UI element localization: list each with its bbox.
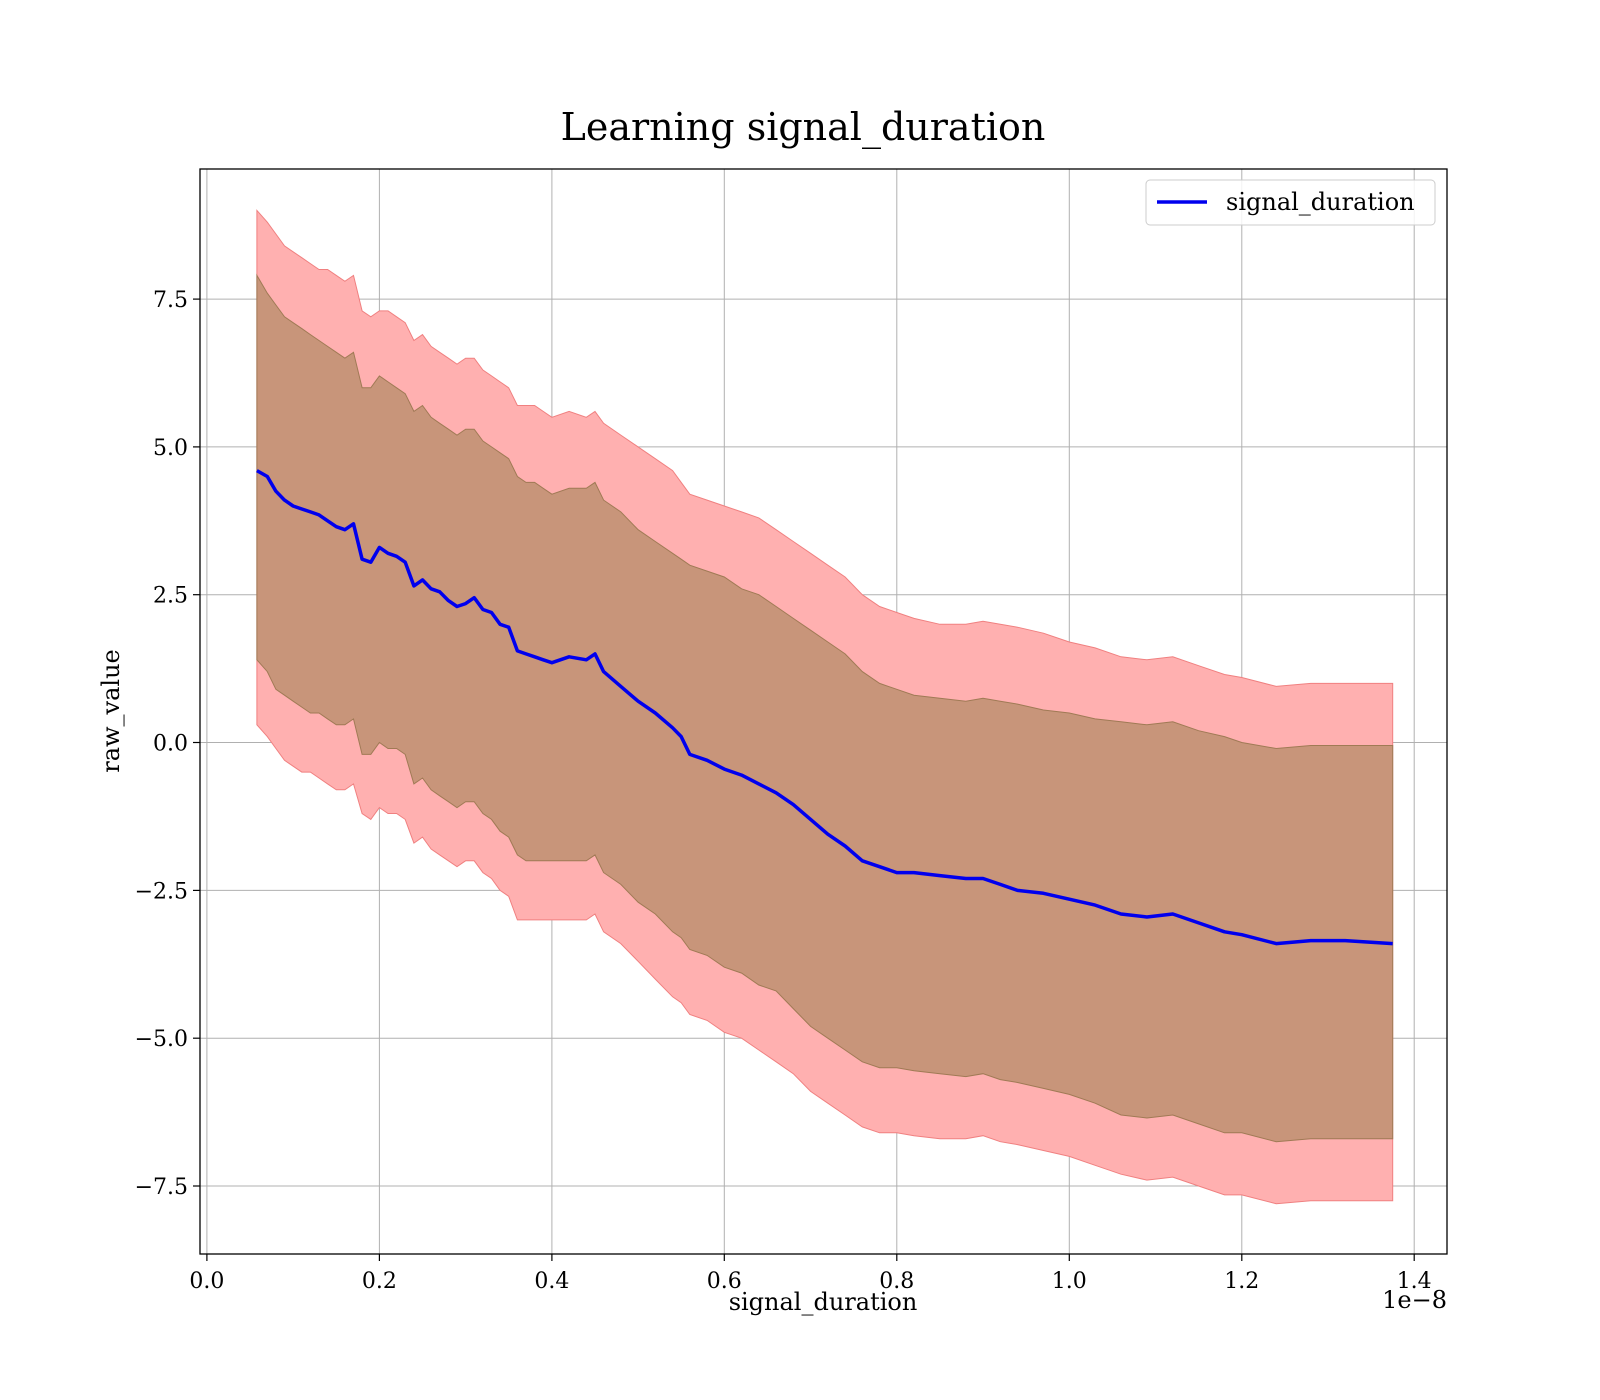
legend-label-signal-duration: signal_duration <box>1226 188 1415 216</box>
x-tick-label: 0.8 <box>879 1269 914 1294</box>
x-tick-label: 1.4 <box>1397 1269 1432 1294</box>
plot-frame <box>199 168 1448 1255</box>
y-tick-label: 2.5 <box>153 584 188 609</box>
y-tick-label: −7.5 <box>135 1175 188 1200</box>
y-tick-label: 7.5 <box>153 288 188 313</box>
x-axis-ticks: 0.0 0.2 0.4 0.6 0.8 1.0 1.2 1.4 <box>189 1254 1432 1294</box>
series-lines <box>256 469 1393 946</box>
legend-box <box>1145 179 1436 226</box>
y-axis-ticks: −7.5 −5.0 −2.5 0.0 2.5 5.0 7.5 <box>135 288 200 1200</box>
chart-title: Learning signal_duration <box>561 105 1046 150</box>
legend: signal_duration <box>1145 179 1436 226</box>
x-tick-label: 1.0 <box>1052 1269 1087 1294</box>
series-line-signal-duration <box>256 469 1393 946</box>
y-tick-label: 0.0 <box>153 732 188 757</box>
band-inner <box>256 273 1394 1143</box>
x-tick-label: 0.4 <box>534 1269 569 1294</box>
x-tick-label: 0.0 <box>189 1269 224 1294</box>
y-tick-label: −5.0 <box>135 1027 188 1052</box>
x-tick-label: 1.2 <box>1224 1269 1259 1294</box>
x-axis-label: signal_duration <box>729 1288 918 1316</box>
x-axis-offset-label: 1e−8 <box>1382 1286 1447 1314</box>
x-tick-label: 0.6 <box>707 1269 742 1294</box>
x-tick-label: 0.2 <box>362 1269 397 1294</box>
y-axis-label: raw_value <box>97 649 125 773</box>
y-tick-label: 5.0 <box>153 436 188 461</box>
y-tick-label: −2.5 <box>135 879 188 904</box>
uncertainty-bands <box>256 209 1394 1205</box>
